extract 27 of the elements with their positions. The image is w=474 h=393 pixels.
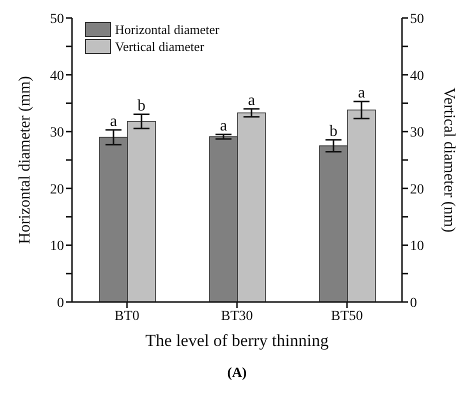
y2-tick-label: 10 [410, 239, 424, 254]
x-axis-title: The level of berry thinning [145, 331, 330, 350]
annotation: a [248, 92, 256, 109]
y2-axis-title: Vertical diameter (nm) [440, 88, 458, 232]
y-axis-title: Horizontal diameter (mm) [16, 76, 34, 244]
text: (A) [226, 366, 248, 382]
y-tick-label: 30 [50, 126, 64, 141]
annotation: a [220, 117, 228, 134]
x-tick-label: BT0 [114, 308, 140, 324]
y-tick-label: 0 [57, 296, 64, 311]
y2-tick-label: 30 [410, 126, 424, 141]
y-tick-label: 10 [50, 239, 64, 254]
x-tick-label: BT50 [331, 308, 363, 324]
annotation: a [358, 84, 366, 102]
y-tick-label: 50 [50, 12, 64, 27]
legend-label: Vertical diameter [115, 38, 204, 54]
annotation: a [110, 112, 118, 130]
annotation: b [330, 122, 338, 140]
x-tick-label: BT30 [221, 308, 253, 324]
y2-tick-label: 0 [410, 296, 417, 311]
legend-label: Horizontal diameter [115, 22, 220, 38]
y2-tick-label: 50 [410, 12, 424, 27]
y-tick-label: 40 [50, 68, 64, 84]
y2-tick-label: 40 [410, 68, 424, 84]
annotation: b [138, 97, 146, 114]
y-tick-label: 20 [50, 182, 64, 198]
y2-tick-label: 20 [410, 182, 424, 198]
